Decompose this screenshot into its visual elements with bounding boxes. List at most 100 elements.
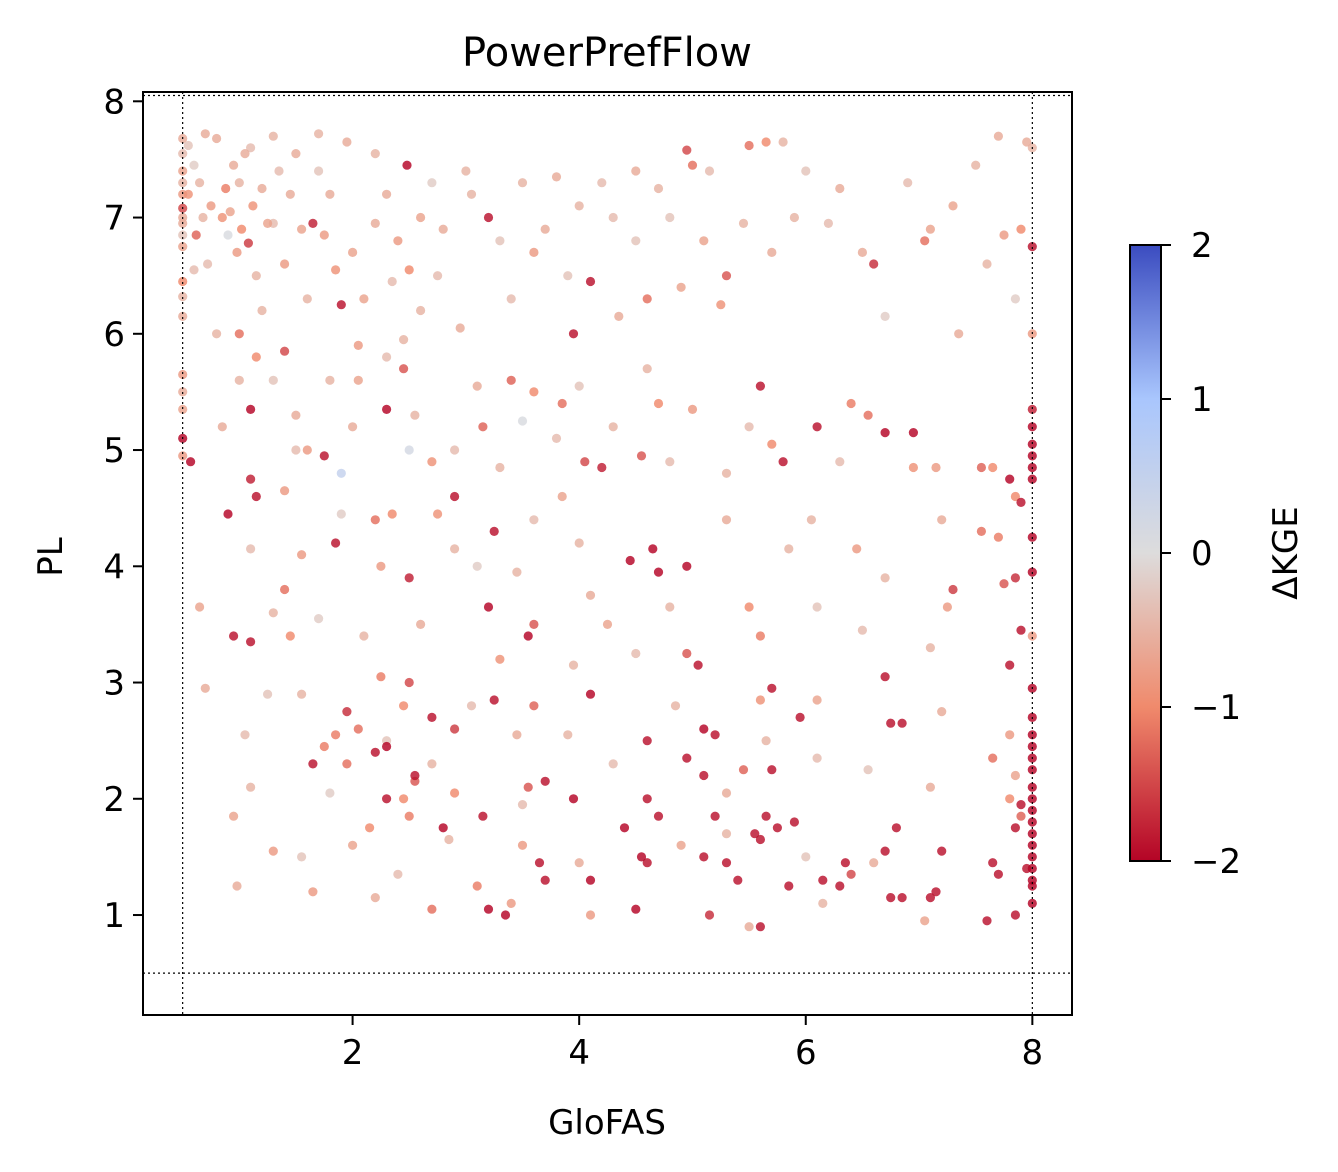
scatter-point <box>234 329 244 339</box>
scatter-point <box>863 410 873 420</box>
scatter-point <box>614 311 624 321</box>
scatter-point <box>427 712 437 723</box>
scatter-point <box>359 631 369 641</box>
scatter-point <box>178 369 188 380</box>
scatter-point <box>450 788 460 798</box>
scatter-point <box>665 212 675 223</box>
scatter-point <box>212 329 222 339</box>
scatter-point <box>846 398 856 409</box>
scatter-point <box>495 462 505 473</box>
scatter-point <box>212 133 222 144</box>
scatter-point <box>257 305 267 316</box>
scatter-point <box>1016 625 1026 635</box>
scatter-point <box>353 375 363 385</box>
scatter-point <box>682 753 692 763</box>
scatter-point <box>676 282 686 292</box>
scatter-point <box>206 201 216 211</box>
scatter-point <box>744 422 754 432</box>
scatter-point <box>450 491 460 502</box>
scatter-point <box>925 893 936 903</box>
y-tick-label: 6 <box>103 315 125 355</box>
scatter-point <box>840 858 851 868</box>
scatter-point <box>240 149 250 159</box>
scatter-point <box>248 201 258 211</box>
scatter-point <box>767 683 777 693</box>
scatter-point <box>221 183 231 194</box>
scatter-point <box>682 648 692 659</box>
scatter-point <box>512 567 522 577</box>
scatter-point <box>319 741 329 752</box>
scatter-point <box>438 823 448 833</box>
scatter-point <box>886 718 896 728</box>
scatter-point <box>353 340 363 350</box>
scatter-point <box>393 236 403 246</box>
scatter-point <box>268 608 278 618</box>
scatter-point <box>704 166 715 176</box>
scatter-point <box>699 236 709 246</box>
scatter-point <box>721 468 732 478</box>
y-tick-label: 7 <box>103 199 125 239</box>
scatter-point <box>336 509 346 519</box>
scatter-point <box>217 422 227 432</box>
scatter-point <box>529 515 539 525</box>
scatter-point <box>784 544 794 554</box>
points-layer <box>178 129 1037 932</box>
scatter-point <box>325 375 335 385</box>
scatter-point <box>563 730 573 740</box>
scatter-point <box>198 212 208 223</box>
scatter-point <box>183 140 193 151</box>
scatter-point <box>1027 404 1037 414</box>
scatter-point <box>721 788 732 798</box>
scatter-point <box>1022 137 1032 147</box>
scatter-point <box>1027 741 1037 752</box>
scatter-point <box>353 724 363 734</box>
scatter-point <box>755 922 766 932</box>
scatter-point <box>1010 770 1021 781</box>
scatter-point <box>517 178 528 188</box>
scatter-point <box>880 573 890 583</box>
scatter-point <box>410 770 420 781</box>
scatter-point <box>1005 794 1015 804</box>
scatter-point <box>178 276 188 287</box>
scatter-point <box>699 724 709 734</box>
scatter-point <box>319 451 329 461</box>
scatter-point <box>178 166 188 176</box>
scatter-point <box>636 852 647 862</box>
scatter-point <box>631 166 641 176</box>
scatter-point <box>427 457 437 467</box>
colorbar-label: ΔKGE <box>1266 506 1306 599</box>
scatter-point <box>631 648 641 659</box>
scatter-point <box>721 271 732 281</box>
scatter-point <box>370 893 380 903</box>
scatter-point <box>597 462 607 473</box>
scatter-point <box>506 898 516 909</box>
scatter-point <box>223 230 233 240</box>
scatter-point <box>1027 439 1037 449</box>
scatter-point <box>237 224 247 234</box>
scatter-point <box>585 689 596 699</box>
scatter-point <box>506 375 516 385</box>
scatter-point <box>325 189 335 199</box>
scatter-point <box>342 137 352 147</box>
scatter-point <box>257 183 267 194</box>
colorbar-tick-label: 2 <box>1191 226 1213 266</box>
scatter-point <box>721 515 732 525</box>
scatter-point <box>1027 881 1037 891</box>
scatter-point <box>557 398 567 409</box>
scatter-point <box>376 561 386 571</box>
scatter-point <box>653 398 664 409</box>
scatter-point <box>483 602 494 612</box>
scatter-point <box>1010 573 1021 583</box>
scatter-point <box>767 247 777 257</box>
y-tick-label: 8 <box>103 82 125 122</box>
scatter-point <box>1010 294 1021 304</box>
scatter-point <box>246 404 256 414</box>
scatter-point <box>382 352 392 362</box>
scatter-point <box>891 823 902 833</box>
scatter-point <box>268 375 278 385</box>
scatter-point <box>370 747 380 757</box>
scatter-point <box>1027 852 1037 862</box>
scatter-point <box>404 265 414 275</box>
scatter-point <box>178 242 188 252</box>
